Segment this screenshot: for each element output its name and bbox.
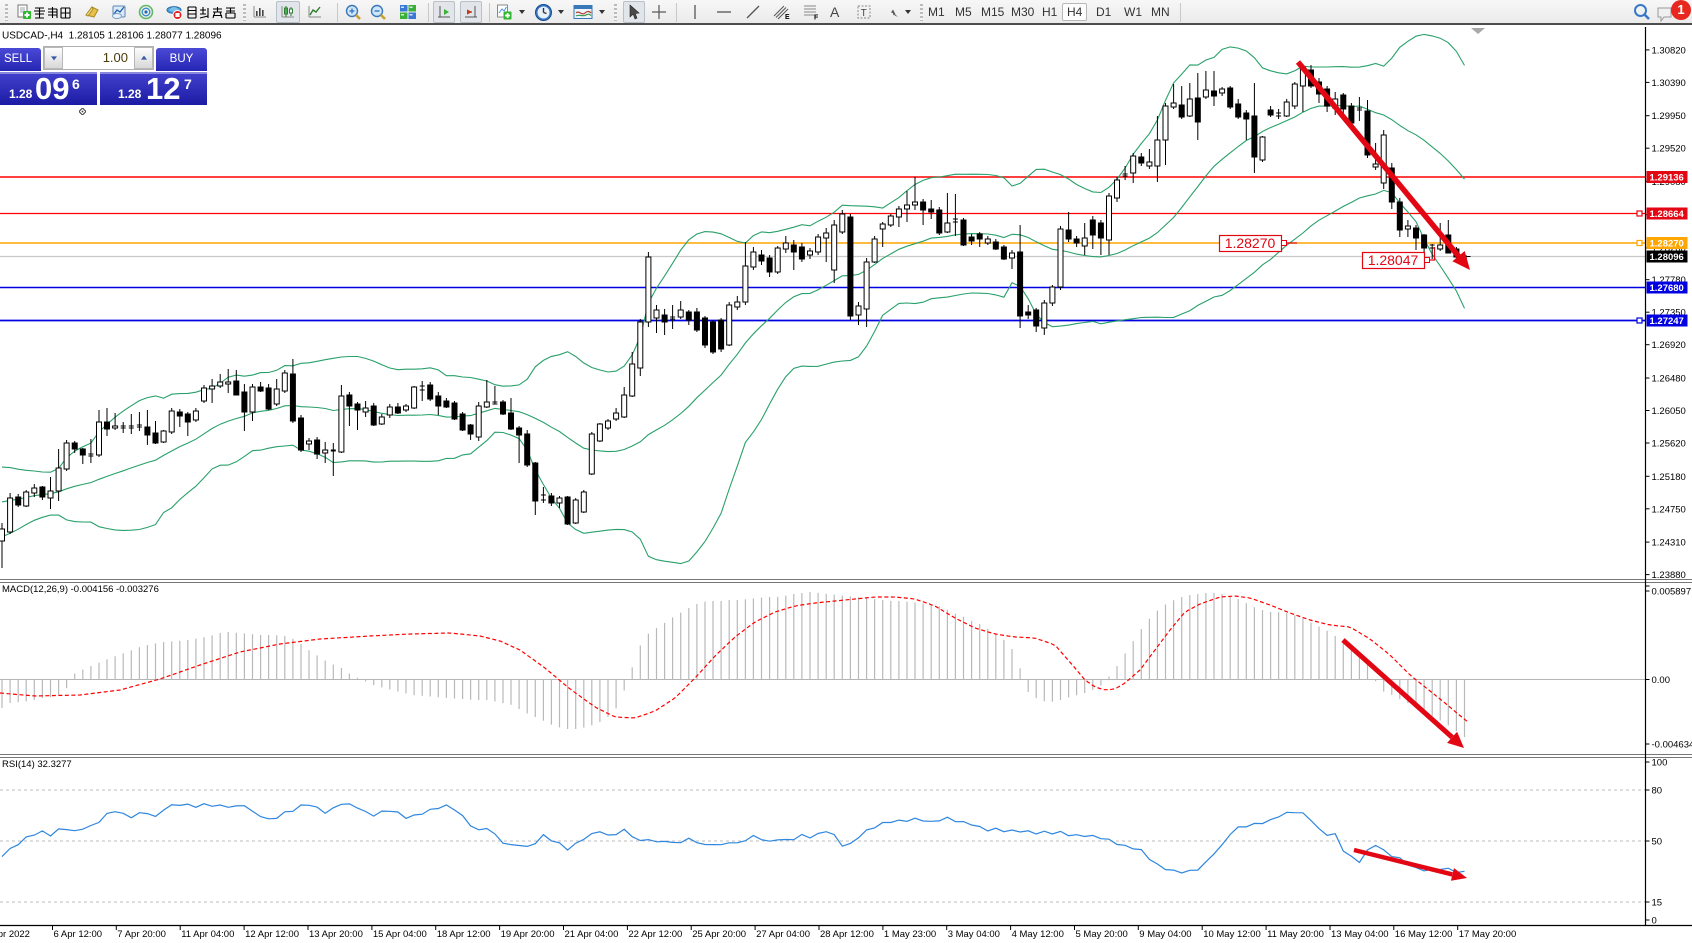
svg-text:5 Apr 2022: 5 Apr 2022: [0, 929, 30, 940]
svg-text:1.28096: 1.28096: [1650, 252, 1684, 263]
svg-text:T: T: [861, 8, 867, 19]
svg-text:1.27780: 1.27780: [1652, 275, 1686, 286]
svg-text:1.30820: 1.30820: [1652, 45, 1686, 56]
svg-text:13 Apr 20:00: 13 Apr 20:00: [309, 929, 363, 940]
svg-text:0.00: 0.00: [1652, 675, 1671, 686]
svg-text:1.28270: 1.28270: [1650, 239, 1684, 250]
svg-text:12 Apr 12:00: 12 Apr 12:00: [245, 929, 299, 940]
svg-text:-0.004634: -0.004634: [1652, 740, 1692, 751]
svg-text:1 May 23:00: 1 May 23:00: [884, 929, 936, 940]
svg-text:1.28047: 1.28047: [1368, 252, 1419, 268]
svg-text:1.28664: 1.28664: [1650, 209, 1685, 220]
svg-text:16 May 12:00: 16 May 12:00: [1395, 929, 1453, 940]
svg-text:22 Apr 12:00: 22 Apr 12:00: [628, 929, 682, 940]
svg-text:11 Apr 04:00: 11 Apr 04:00: [181, 929, 234, 940]
svg-text:RSI(14) 32.3277: RSI(14) 32.3277: [2, 759, 72, 770]
svg-text:6 Apr 12:00: 6 Apr 12:00: [54, 929, 103, 940]
svg-text:MACD(12,26,9) -0.004156 -0.003: MACD(12,26,9) -0.004156 -0.003276: [2, 584, 159, 595]
svg-text:5 May 20:00: 5 May 20:00: [1076, 929, 1128, 940]
svg-text:19 Apr 20:00: 19 Apr 20:00: [501, 929, 555, 940]
svg-text:E: E: [785, 14, 790, 20]
svg-text:4 May 12:00: 4 May 12:00: [1012, 929, 1064, 940]
svg-text:28 Apr 12:00: 28 Apr 12:00: [820, 929, 874, 940]
svg-text:13 May 04:00: 13 May 04:00: [1331, 929, 1389, 940]
svg-text:1.29950: 1.29950: [1652, 111, 1686, 122]
svg-text:9 May 04:00: 9 May 04:00: [1139, 929, 1191, 940]
svg-text:3 May 04:00: 3 May 04:00: [948, 929, 1000, 940]
svg-text:10 May 12:00: 10 May 12:00: [1203, 929, 1261, 940]
svg-text:1.25180: 1.25180: [1652, 472, 1686, 483]
svg-text:1.28270: 1.28270: [1225, 235, 1276, 251]
svg-text:1.26480: 1.26480: [1652, 374, 1686, 385]
svg-text:1.27350: 1.27350: [1652, 308, 1686, 319]
svg-text:1.27247: 1.27247: [1650, 316, 1684, 327]
svg-text:21 Apr 04:00: 21 Apr 04:00: [565, 929, 619, 940]
svg-text:1.24310: 1.24310: [1652, 538, 1686, 549]
svg-text:15: 15: [1652, 898, 1663, 909]
svg-text:1.24750: 1.24750: [1652, 504, 1686, 515]
svg-text:1.26920: 1.26920: [1652, 340, 1686, 351]
svg-text:1.30390: 1.30390: [1652, 78, 1686, 89]
svg-text:0.005897: 0.005897: [1652, 587, 1692, 598]
svg-text:50: 50: [1652, 837, 1663, 848]
svg-text:1.27680: 1.27680: [1650, 283, 1684, 294]
svg-text:18 Apr 12:00: 18 Apr 12:00: [437, 929, 491, 940]
svg-text:1.29520: 1.29520: [1652, 144, 1686, 155]
svg-text:1.26050: 1.26050: [1652, 406, 1686, 417]
svg-text:11 May 20:00: 11 May 20:00: [1267, 929, 1324, 940]
svg-text:1.25620: 1.25620: [1652, 439, 1686, 450]
svg-text:F: F: [814, 15, 819, 21]
svg-text:7 Apr 20:00: 7 Apr 20:00: [117, 929, 166, 940]
svg-text:0: 0: [1652, 916, 1657, 927]
svg-text:80: 80: [1652, 786, 1663, 797]
svg-text:100: 100: [1652, 758, 1668, 769]
svg-text:USDCAD-,H4 1.28105 1.28106 1.: USDCAD-,H4 1.28105 1.28106 1.28077 1.280…: [2, 31, 222, 42]
svg-text:1.23880: 1.23880: [1652, 570, 1686, 581]
svg-text:1.29136: 1.29136: [1650, 173, 1684, 184]
svg-text:25 Apr 20:00: 25 Apr 20:00: [692, 929, 746, 940]
svg-text:15 Apr 04:00: 15 Apr 04:00: [373, 929, 427, 940]
svg-text:27 Apr 04:00: 27 Apr 04:00: [756, 929, 810, 940]
svg-text:17 May 20:00: 17 May 20:00: [1459, 929, 1517, 940]
